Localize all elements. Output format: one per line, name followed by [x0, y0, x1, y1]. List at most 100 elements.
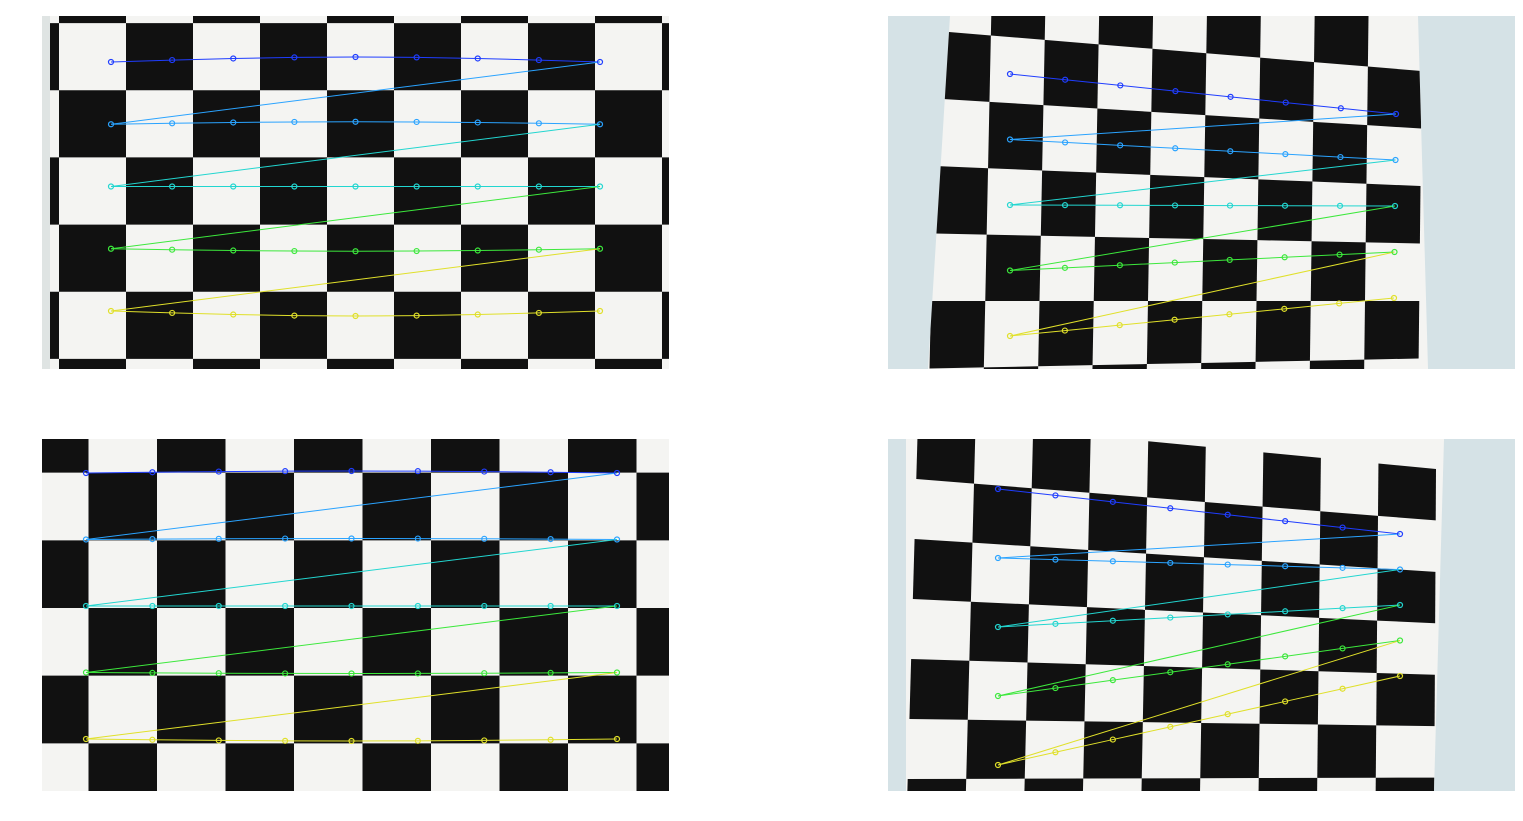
corner-marker: [1052, 556, 1059, 563]
corner-marker: [1224, 711, 1231, 718]
chessboard-square: [225, 743, 294, 791]
chessboard-square: [1259, 669, 1319, 725]
chessboard-square: [1146, 301, 1203, 365]
calibration-image-top-left: [42, 16, 669, 369]
chessboard-squares: [906, 439, 1436, 791]
chessboard-square: [935, 31, 991, 102]
chessboard-square: [972, 483, 1032, 547]
corner-marker: [352, 248, 359, 255]
chessboard-square: [1314, 16, 1369, 67]
corner-marker: [1396, 672, 1404, 680]
corner-marker: [994, 761, 1002, 769]
corner-connector-line: [997, 640, 1401, 766]
chessboard-square: [988, 101, 1044, 171]
corner-marker: [230, 311, 237, 318]
chessboard-square: [1140, 778, 1201, 791]
chessboard-square: [126, 157, 193, 225]
corner-marker: [1006, 267, 1014, 274]
corner-marker: [596, 307, 604, 315]
chessboard-square: [431, 540, 500, 608]
corner-marker: [474, 119, 481, 126]
chessboard-square: [499, 743, 568, 791]
chessboard-square: [394, 291, 461, 359]
corner-marker: [352, 312, 359, 320]
chessboard-square: [362, 743, 431, 791]
chessboard-square: [990, 16, 1047, 40]
chessboard-square: [966, 719, 1027, 779]
corner-marker: [474, 311, 481, 318]
corner-marker: [994, 692, 1002, 700]
corner-marker: [352, 53, 359, 61]
corner-marker: [1061, 139, 1069, 146]
corner-marker: [1396, 637, 1404, 644]
corner-marker: [82, 669, 90, 676]
corner-marker: [596, 245, 604, 252]
chessboard-square: [193, 224, 260, 292]
corner-marker: [282, 468, 289, 475]
chessboard-with-corners-2: [888, 16, 1515, 369]
corner-marker: [1116, 262, 1123, 269]
corner-connector-line: [110, 248, 601, 312]
chessboard-square: [1257, 179, 1313, 242]
chessboard-square: [394, 157, 461, 225]
corner-marker: [613, 669, 621, 676]
chessboard-square: [1088, 492, 1148, 554]
chessboard-square: [662, 157, 669, 225]
corner-row-line: [110, 248, 601, 252]
corner-connector-line: [1009, 205, 1396, 271]
corner-marker: [994, 554, 1002, 562]
corner-marker: [413, 247, 420, 255]
corner-marker: [613, 735, 621, 743]
corner-marker: [547, 469, 554, 476]
corner-marker: [535, 56, 542, 64]
chessboard-square: [260, 23, 327, 91]
chessboard-square: [126, 291, 193, 359]
chessboard-square: [225, 472, 294, 541]
corner-marker: [1172, 145, 1179, 152]
corner-marker: [535, 309, 542, 317]
corner-marker: [413, 312, 420, 319]
chessboard-square: [1142, 665, 1203, 723]
chessboard-square: [59, 224, 126, 292]
corner-marker: [1061, 327, 1068, 334]
corner-row-line: [85, 537, 618, 540]
corner-connector-line: [1009, 159, 1396, 206]
chessboard-square: [1096, 108, 1152, 175]
corner-marker: [1167, 669, 1174, 676]
corner-marker: [215, 670, 222, 677]
chessboard-with-corners-3: [42, 439, 669, 791]
corner-connector-line: [997, 569, 1401, 628]
chessboard-square: [595, 224, 662, 292]
corner-marker: [215, 468, 222, 475]
corner-marker: [1062, 76, 1069, 83]
corner-marker: [1224, 611, 1231, 618]
corner-marker: [1109, 498, 1116, 505]
corner-marker: [1116, 322, 1123, 329]
corner-row-line: [997, 675, 1401, 766]
chessboard-square: [662, 291, 669, 359]
corner-marker: [414, 535, 421, 542]
chessboard-square: [595, 90, 662, 158]
chessboard-square: [88, 608, 157, 676]
corner-marker: [1282, 151, 1289, 158]
chessboard-square: [42, 675, 89, 744]
chessboard-square: [157, 439, 226, 473]
corner-marker: [414, 737, 421, 744]
chessboard-square: [431, 675, 500, 744]
corner-row-line: [110, 121, 601, 125]
chessboard-with-corners-4: [888, 439, 1515, 791]
corner-connector-line: [85, 672, 618, 740]
corner-marker: [413, 183, 420, 190]
corner-marker: [1337, 105, 1344, 112]
corner-marker: [413, 54, 420, 61]
corner-marker: [169, 56, 176, 64]
corner-marker: [1391, 248, 1398, 256]
corner-marker: [1226, 256, 1233, 264]
chessboard-square: [327, 16, 394, 24]
corner-marker: [230, 119, 237, 126]
corner-row-line: [1009, 204, 1396, 207]
chessboard-square: [499, 472, 568, 541]
chessboard-square: [394, 23, 461, 91]
chessboard-square: [1376, 672, 1435, 727]
corner-marker: [1282, 608, 1289, 615]
